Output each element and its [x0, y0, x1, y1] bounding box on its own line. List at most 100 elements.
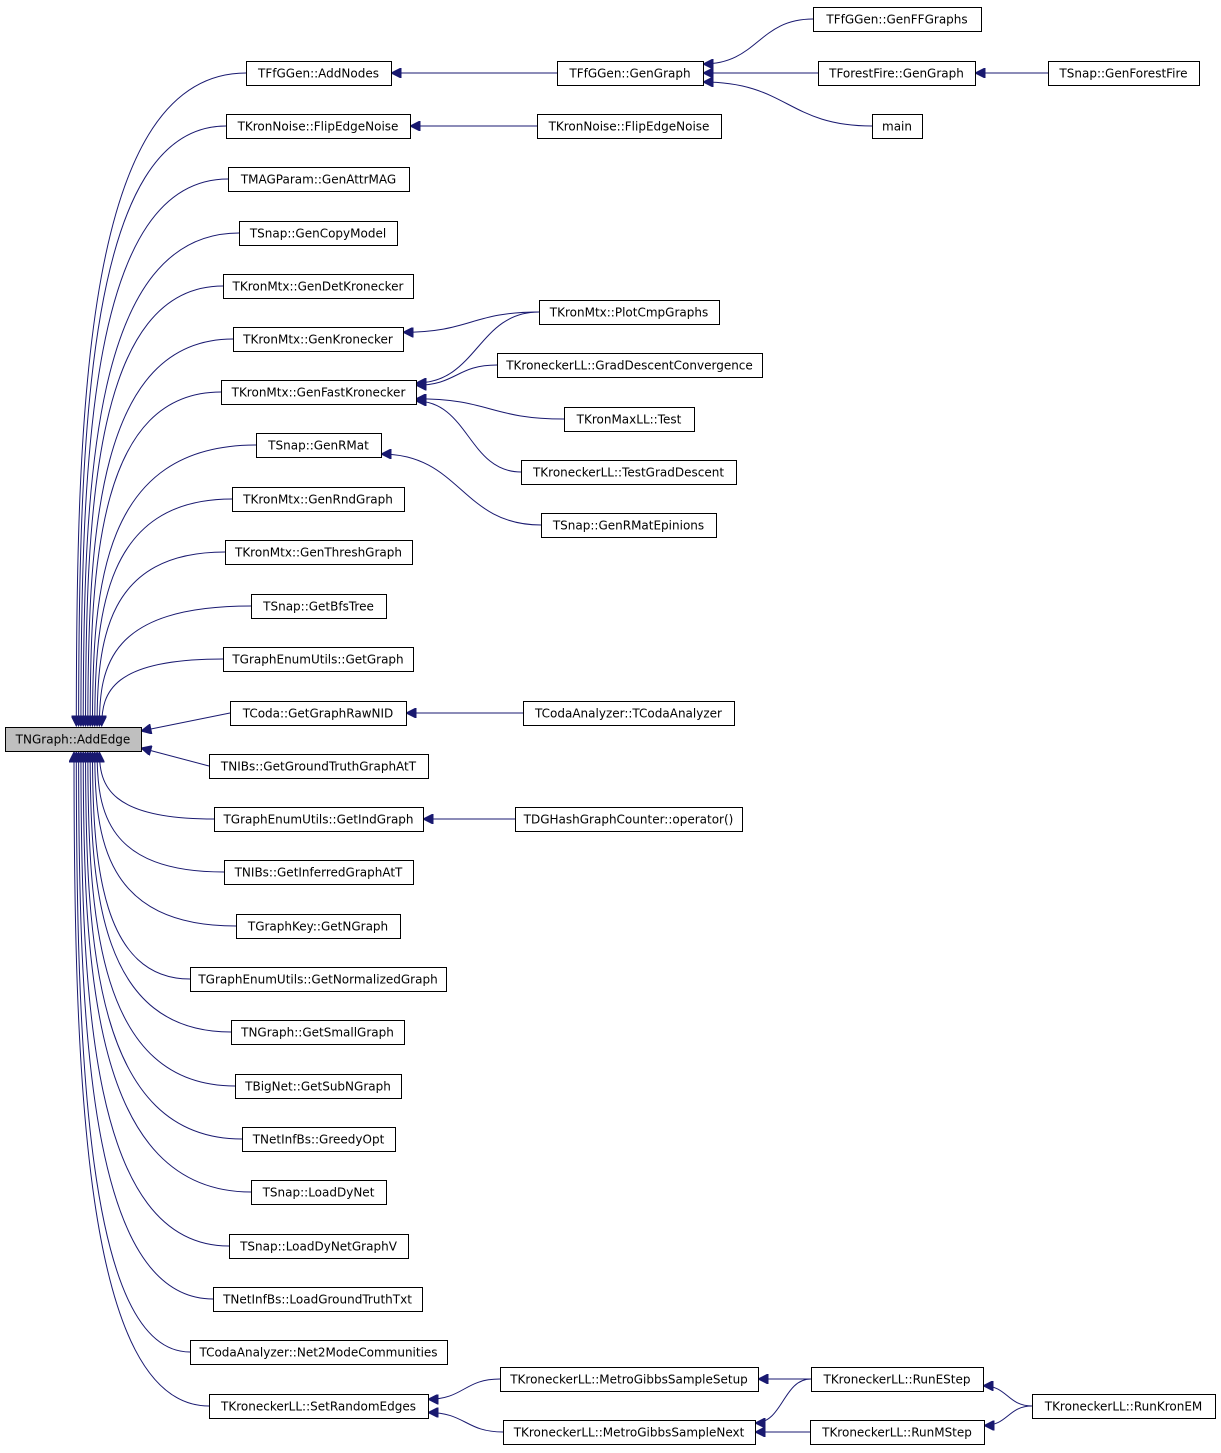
node: TGraphEnumUtils::GetNormalizedGraph [190, 967, 447, 992]
call-edge [403, 311, 540, 332]
call-edge [81, 178, 229, 726]
node-label: TSnap::GenCopyModel [249, 227, 386, 241]
node-label: TKronNoise::FlipEdgeNoise [548, 120, 710, 134]
node-label: TCoda::GetGraphRawNID [242, 707, 394, 721]
node: TKronMtx::GenThreshGraph [225, 540, 413, 565]
node-label: TFfGGen::GenFFGraphs [825, 13, 967, 27]
node: TCoda::GetGraphRawNID [230, 701, 407, 726]
call-edge [88, 752, 236, 1087]
node-label: TKroneckerLL::MetroGibbsSampleNext [513, 1426, 745, 1440]
node-box [246, 61, 392, 86]
call-edge [141, 712, 231, 731]
node-label: TSnap::LoadDyNetGraphV [239, 1240, 398, 1254]
node: TGraphKey::GetNGraph [236, 914, 401, 939]
node-box [1032, 1394, 1216, 1419]
node-box [236, 914, 401, 939]
node-label: TGraphEnumUtils::GetGraph [231, 653, 403, 667]
node-box [235, 1074, 402, 1099]
node: TKroneckerLL::SetRandomEdges [209, 1394, 429, 1419]
node-label: TKroneckerLL::RunMStep [821, 1426, 972, 1440]
node-label: TDGHashGraphCounter::operator() [523, 813, 734, 827]
call-edge [97, 551, 226, 726]
node-box [537, 114, 722, 139]
call-edge [416, 399, 565, 420]
node-label: TNGraph::GetSmallGraph [240, 1026, 394, 1040]
node: TNIBs::GetGroundTruthGraphAtT [209, 754, 429, 779]
node-label: TKronMtx::GenKronecker [242, 333, 393, 347]
node: TDGHashGraphCounter::operator() [515, 807, 743, 832]
call-edge [703, 18, 814, 64]
node: TNGraph::GetSmallGraph [231, 1020, 405, 1045]
node-label: TKronMtx::GenRndGraph [242, 493, 393, 507]
node: TKroneckerLL::MetroGibbsSampleSetup [500, 1367, 759, 1392]
node-label: TSnap::GenForestFire [1058, 67, 1187, 81]
node-box [497, 353, 763, 378]
node-label: TSnap::GetBfsTree [262, 600, 374, 614]
node-label: TForestFire::GenGraph [828, 67, 964, 81]
call-edge [83, 232, 240, 726]
node-box [503, 1420, 756, 1445]
node-label: main [882, 120, 912, 134]
node-box [209, 1394, 429, 1419]
call-edge [416, 311, 540, 383]
call-edge [92, 444, 257, 726]
node-box [251, 594, 387, 619]
node-box [239, 221, 398, 246]
node-label: TSnap::GenRMatEpinions [552, 519, 704, 533]
node-box [225, 540, 413, 565]
call-edge [428, 1413, 504, 1433]
node-label: TFfGGen::GenGraph [568, 67, 690, 81]
node: TKronMaxLL::Test [564, 407, 695, 432]
node: TKroneckerLL::TestGradDescent [521, 460, 737, 485]
node-box [521, 460, 737, 485]
call-edge [92, 752, 191, 980]
call-edge [416, 364, 498, 385]
node-box [500, 1367, 759, 1392]
call-edge [88, 338, 234, 726]
node-box [231, 1020, 405, 1045]
node: TFfGGen::GenGraph [557, 61, 704, 86]
call-edge [76, 752, 191, 1353]
edges [74, 18, 1048, 1433]
node-label: TCodaAnalyzer::TCodaAnalyzer [534, 707, 722, 721]
node: TSnap::GenForestFire [1048, 61, 1200, 86]
node-label: TCodaAnalyzer::Net2ModeCommunities [198, 1346, 437, 1360]
node-box [223, 647, 414, 672]
node: TKronMtx::PlotCmpGraphs [539, 300, 720, 325]
node: TKroneckerLL::RunKronEM [1032, 1394, 1216, 1419]
call-edge [102, 658, 224, 726]
node: TFfGGen::AddNodes [246, 61, 392, 86]
node-label: TGraphKey::GetNGraph [247, 920, 388, 934]
call-edge [90, 752, 232, 1033]
node: TNetInfBs::GreedyOpt [242, 1127, 396, 1152]
node: TKroneckerLL::RunEStep [811, 1367, 984, 1392]
node-label: TKronMaxLL::Test [576, 413, 682, 427]
node: TSnap::GenCopyModel [239, 221, 398, 246]
node-box [541, 513, 717, 538]
call-edge [381, 454, 542, 526]
node-box [228, 167, 410, 192]
call-edge [86, 285, 224, 726]
node: TKronMtx::GenRndGraph [232, 487, 405, 512]
node-box [872, 114, 923, 139]
node-box [223, 274, 414, 299]
node-label: TNIBs::GetGroundTruthGraphAtT [220, 760, 417, 774]
node-label: TKroneckerLL::TestGradDescent [532, 466, 724, 480]
node-label: TKronMtx::GenFastKronecker [231, 386, 406, 400]
node: TGraphEnumUtils::GetIndGraph [214, 807, 424, 832]
call-edge [99, 752, 215, 820]
node-box [229, 1234, 409, 1259]
node-box [1048, 61, 1200, 86]
call-edge [74, 752, 210, 1407]
node-box [230, 701, 407, 726]
call-edge [95, 752, 237, 927]
node: TSnap::GenRMat [256, 433, 382, 458]
node-box [810, 1420, 985, 1445]
call-edge [983, 1386, 1033, 1407]
call-edge [984, 1405, 1033, 1426]
call-edge [86, 752, 243, 1140]
call-edge [416, 401, 522, 473]
node-label: TKroneckerLL::RunKronEM [1044, 1400, 1203, 1414]
node: TKronMtx::GenFastKronecker [221, 380, 417, 405]
